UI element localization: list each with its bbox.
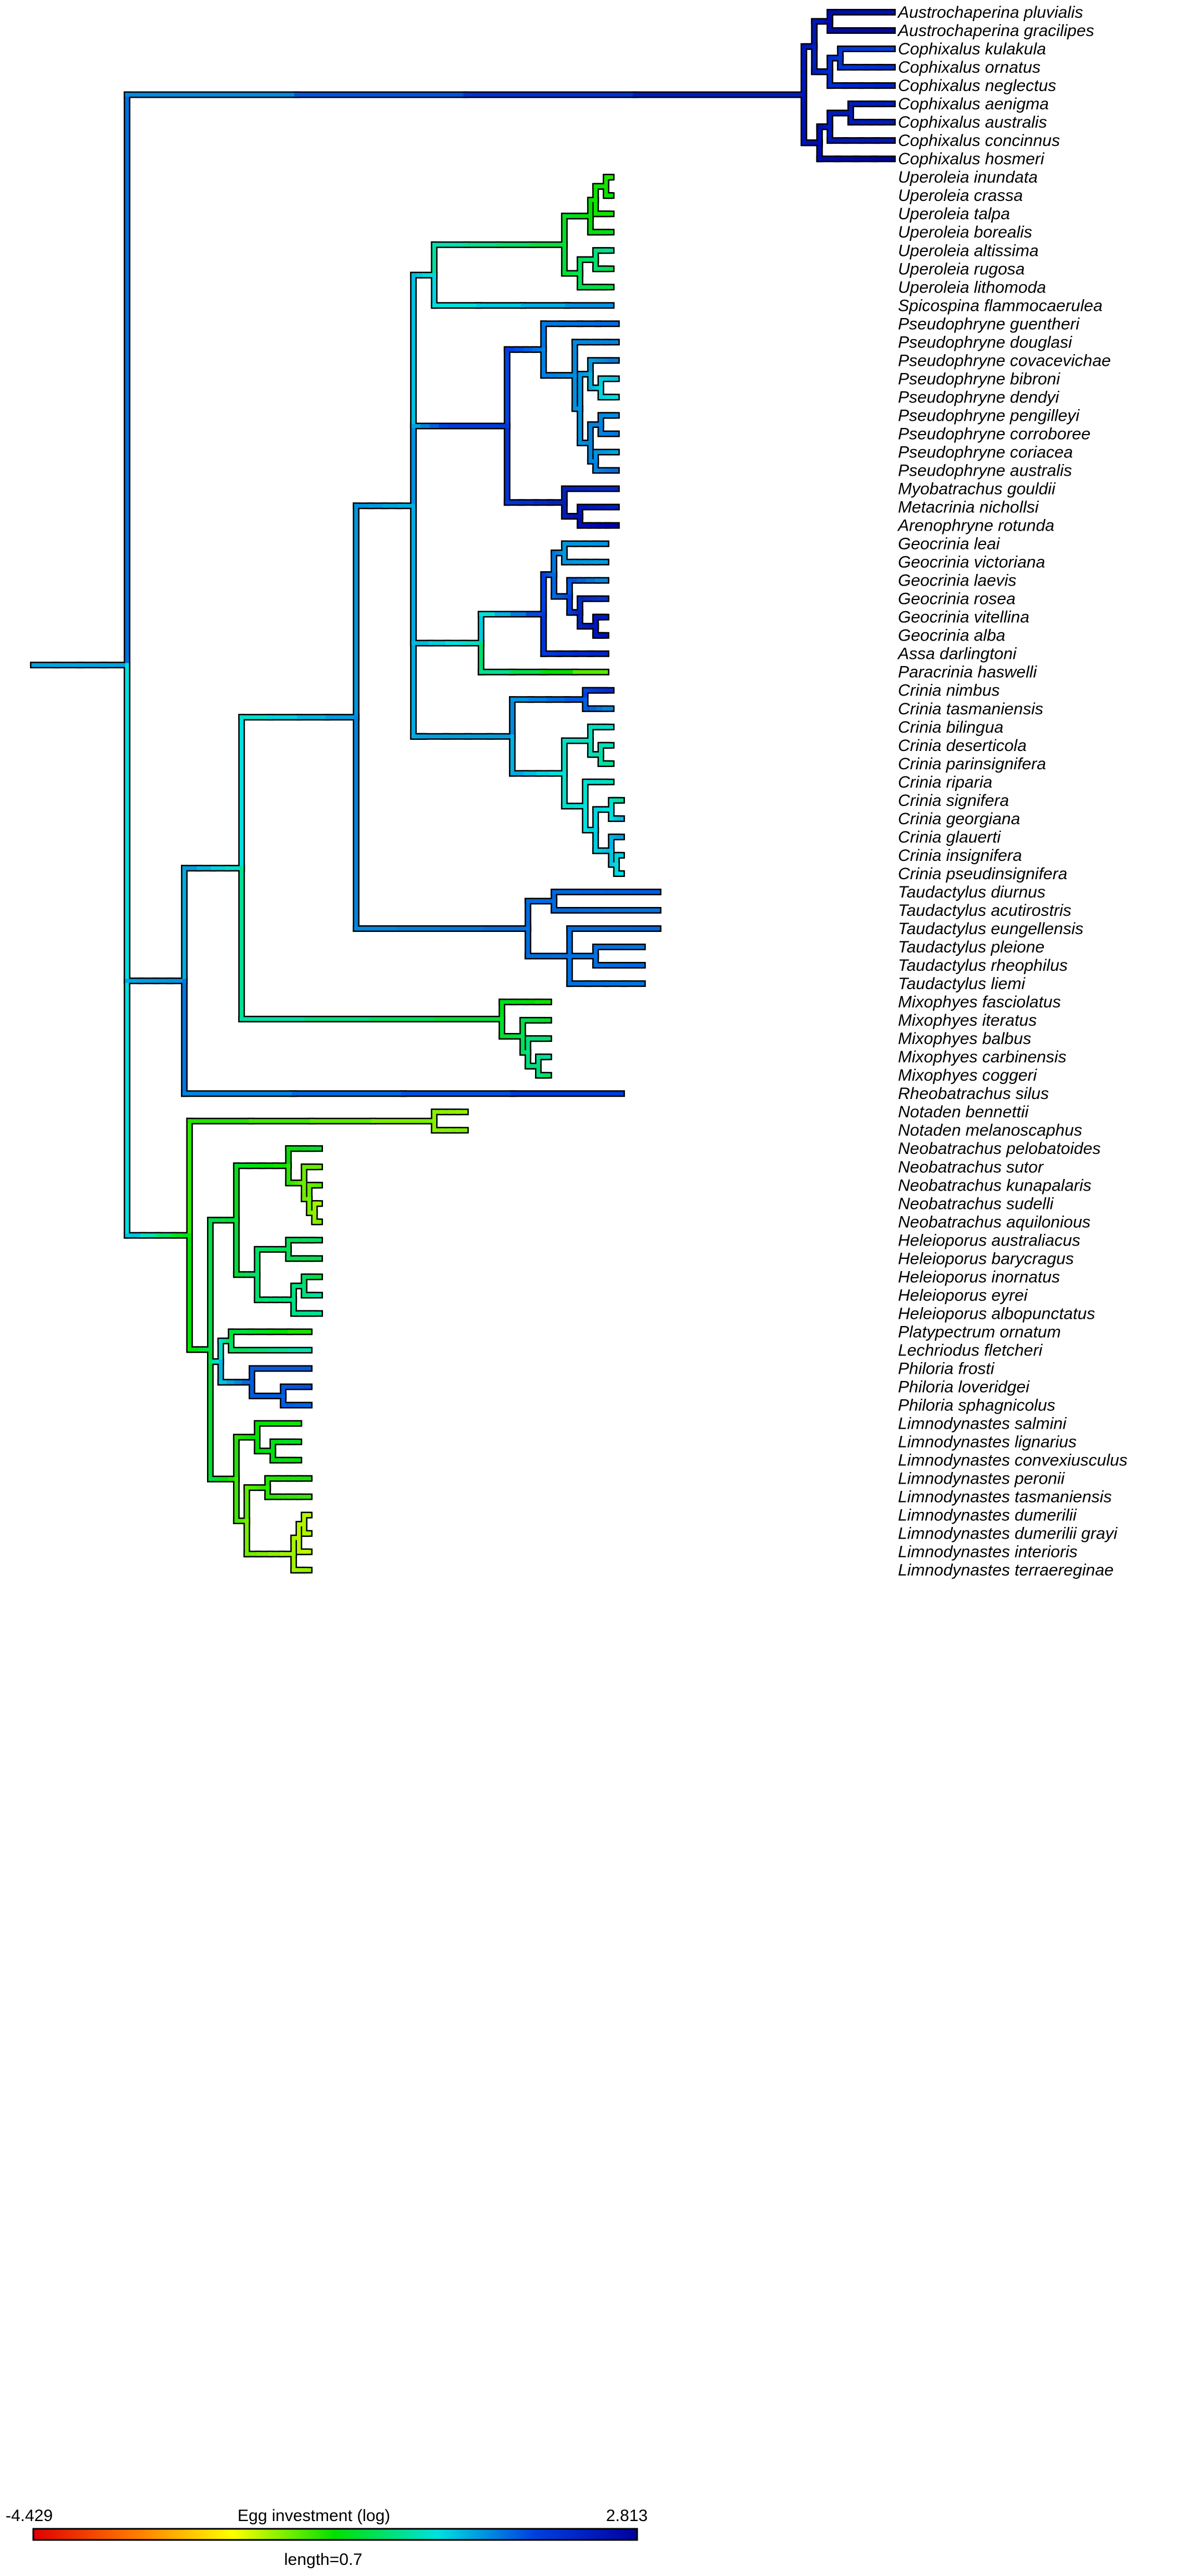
tip-label: Paracrinia haswelli [898,663,1037,682]
tip-label: Limnodynastes lignarius [898,1433,1077,1451]
tip-label: Taudactylus diurnus [898,883,1046,901]
tip-label: Neobatrachus sudelli [898,1194,1054,1213]
tip-label: Austrochaperina pluvialis [897,3,1083,22]
tip-label: Uperoleia altissima [898,241,1038,260]
tip-label: Limnodynastes salmini [898,1415,1067,1433]
tip-label: Crinia bilingua [898,718,1003,737]
tip-label: Neobatrachus aquilonious [898,1213,1091,1231]
tip-label: Neobatrachus kunapalaris [898,1176,1092,1194]
tip-label: Cophixalus kulakula [898,40,1046,58]
tip-label: Mixophyes balbus [898,1030,1031,1048]
tip-label: Mixophyes carbinensis [898,1048,1066,1066]
tip-label: Neobatrachus pelobatoides [898,1140,1101,1158]
tip-label: Philoria sphagnicolus [898,1397,1056,1415]
tip-label: Mixophyes fasciolatus [898,993,1061,1011]
tip-label: Uperoleia crassa [898,186,1023,205]
tip-label: Heleioporus albopunctatus [898,1304,1095,1323]
tip-label: Crinia deserticola [898,737,1027,755]
tip-label: Crinia insignifera [898,846,1022,865]
tip-label: Spicospina flammocaerulea [898,296,1103,315]
tip-label: Uperoleia inundata [898,168,1038,186]
tip-label: Mixophyes coggeri [898,1066,1037,1085]
tip-label: Pseudophryne douglasi [898,333,1073,351]
tip-label: Taudactylus pleione [898,938,1044,956]
tip-label: Uperoleia talpa [898,205,1010,223]
tip-label: Limnodynastes terraereginae [898,1561,1114,1580]
tip-label: Assa darlingtoni [897,645,1017,663]
tip-label: Limnodynastes dumerilii [898,1506,1077,1525]
tip-label: Pseudophryne dendyi [898,388,1060,406]
tip-label: Pseudophryne australis [898,462,1072,480]
tip-label: Limnodynastes dumerilii grayi [898,1525,1118,1543]
tip-label: Philoria loveridgei [898,1378,1030,1397]
tip-label: Arenophryne rotunda [897,517,1054,535]
tip-label: Cophixalus neglectus [898,77,1056,95]
tip-label: Pseudophryne guentheri [898,315,1080,333]
tip-label: Pseudophryne coriacea [898,443,1073,462]
tip-label: Uperoleia lithomoda [898,278,1046,296]
tip-label: Pseudophryne pengilleyi [898,406,1080,425]
tip-label: Crinia signifera [898,792,1009,810]
tip-label: Heleioporus barycragus [898,1249,1074,1268]
tip-label: Crinia glauerti [898,828,1001,846]
tip-label: Taudactylus eungellensis [898,920,1083,938]
tip-label: Pseudophryne bibroni [898,370,1061,388]
legend-min-label: -4.429 [6,2507,53,2525]
tip-label: Pseudophryne corroboree [898,425,1091,443]
tip-label: Myobatrachus gouldii [898,480,1056,498]
legend-title: Egg investment (log) [238,2507,390,2525]
tip-label: Austrochaperina gracilipes [897,22,1094,40]
tree-branches [30,9,896,1574]
tip-label: Geocrinia rosea [898,590,1016,608]
tip-label: Heleioporus inornatus [898,1268,1060,1286]
tip-label: Limnodynastes tasmaniensis [898,1488,1112,1506]
tip-label: Pseudophryne covacevichae [898,351,1111,370]
tip-label: Philoria frosti [898,1360,995,1378]
tip-label: Mixophyes iteratus [898,1011,1037,1030]
color-legend: -4.429 Egg investment (log) 2.813 length… [6,2507,648,2569]
tip-label: Heleioporus eyrei [898,1286,1028,1304]
tip-label: Crinia pseudinsignifera [898,865,1067,883]
tip-label: Lechriodus fletcheri [898,1342,1043,1360]
tip-label: Crinia georgiana [898,810,1020,828]
scale-bar-label: length=0.7 [284,2550,362,2569]
tip-label: Geocrinia alba [898,627,1005,645]
legend-max-label: 2.813 [606,2507,648,2525]
tip-label: Cophixalus australis [898,113,1047,132]
tip-label: Neobatrachus sutor [898,1158,1044,1176]
tip-label: Limnodynastes interioris [898,1543,1077,1561]
tip-label: Platypectrum ornatum [898,1323,1061,1341]
tip-label: Rheobatrachus silus [898,1085,1049,1103]
tip-label: Cophixalus aenigma [898,95,1049,113]
tip-label: Limnodynastes convexiusculus [898,1451,1128,1470]
tip-label: Metacrinia nichollsi [898,498,1039,517]
tip-label: Geocrinia laevis [898,572,1016,590]
tip-label: Limnodynastes peronii [898,1470,1066,1488]
tip-label: Uperoleia borealis [898,223,1032,241]
tip-label: Cophixalus concinnus [898,132,1060,150]
tip-label: Heleioporus australiacus [898,1231,1081,1249]
tip-label: Taudactylus liemi [898,975,1026,993]
tip-label: Uperoleia rugosa [898,260,1024,278]
tip-label: Cophixalus hosmeri [898,150,1045,168]
tip-labels: Austrochaperina pluvialisAustrochaperina… [897,3,1128,1580]
tip-label: Geocrinia leai [898,535,1001,553]
tip-label: Crinia nimbus [898,682,1000,700]
tip-label: Geocrinia victoriana [898,553,1045,572]
tip-label: Taudactylus acutirostris [898,901,1071,920]
legend-color-bar [32,2528,638,2541]
tip-label: Taudactylus rheophilus [898,956,1068,975]
tip-label: Crinia tasmaniensis [898,700,1043,718]
tip-label: Crinia parinsignifera [898,755,1046,773]
tip-label: Notaden bennettii [898,1103,1029,1121]
tip-label: Crinia riparia [898,773,992,792]
tip-label: Notaden melanoscaphus [898,1121,1082,1140]
tip-label: Geocrinia vitellina [898,608,1029,627]
tip-label: Cophixalus ornatus [898,58,1041,77]
